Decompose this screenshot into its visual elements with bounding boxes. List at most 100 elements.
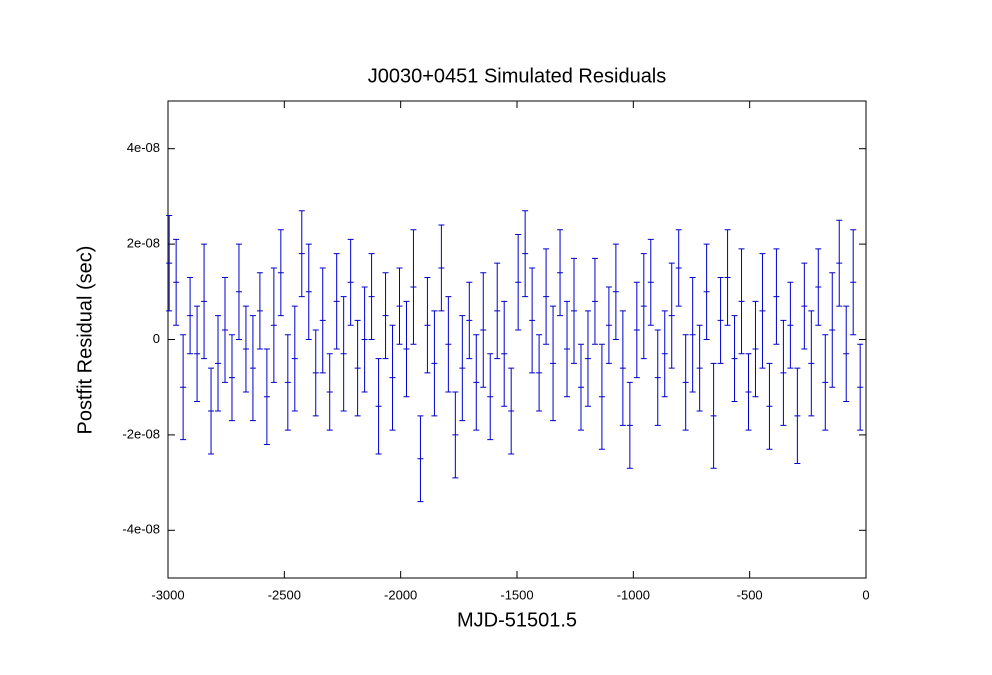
error-bar [396, 267, 403, 345]
x-axis-label: MJD-51501.5 [457, 609, 577, 631]
error-bar [291, 305, 298, 412]
x-tick-label: -3000 [151, 587, 184, 602]
error-bar [564, 300, 571, 398]
error-bar [445, 296, 452, 393]
error-bar [466, 281, 473, 360]
error-bar [836, 219, 843, 307]
error-bar [794, 367, 801, 465]
error-bar [815, 248, 822, 326]
x-tick-label: -1500 [500, 587, 533, 602]
error-bar [180, 334, 187, 441]
error-bar [508, 367, 515, 455]
error-bar [319, 267, 326, 374]
error-bar [647, 238, 654, 326]
error-bar [522, 210, 529, 298]
error-bar [215, 315, 222, 412]
error-bar [626, 381, 633, 469]
error-bar [598, 343, 605, 450]
error-bar [710, 362, 717, 469]
error-bar [361, 286, 368, 393]
error-bar [459, 315, 466, 422]
error-bar [591, 257, 598, 345]
error-bar [717, 276, 724, 364]
error-bar [256, 272, 263, 350]
error-bar [536, 334, 543, 412]
error-bar [543, 248, 550, 345]
error-bar [668, 262, 675, 369]
error-bar [354, 319, 361, 417]
y-tick-label: -2e-08 [122, 426, 160, 441]
error-bar [277, 229, 284, 317]
error-bar [403, 300, 410, 398]
error-bar [312, 329, 319, 417]
error-bar [675, 229, 682, 307]
error-bar [187, 276, 194, 355]
error-bar [738, 248, 745, 355]
error-bar [529, 267, 536, 374]
error-bar [773, 248, 780, 345]
error-bar [340, 296, 347, 412]
error-bar [166, 214, 173, 312]
y-tick-label: 4e-08 [127, 140, 160, 155]
error-bar [249, 315, 256, 422]
error-bar [270, 267, 277, 383]
plot-frame [167, 100, 867, 579]
error-bar [822, 334, 829, 431]
error-bar [850, 229, 857, 336]
error-bar [808, 310, 815, 417]
error-bar [682, 334, 689, 431]
error-bar [654, 329, 661, 426]
y-tick-label: -4e-08 [122, 522, 160, 537]
x-tick-label: -2000 [384, 587, 417, 602]
error-bar [284, 334, 291, 431]
error-bar [208, 367, 215, 455]
error-bar [829, 272, 836, 388]
error-bar [577, 343, 584, 431]
error-bar [752, 300, 759, 398]
error-bar [633, 281, 640, 379]
error-bar [612, 243, 619, 340]
error-bar [242, 305, 249, 393]
error-bar [298, 210, 305, 298]
error-bar [515, 234, 522, 331]
x-tick-label: -2500 [268, 587, 301, 602]
error-bar [731, 315, 738, 403]
error-bar [501, 300, 508, 407]
error-bar [375, 358, 382, 455]
error-bar [801, 262, 808, 350]
error-bar [194, 305, 201, 403]
error-bar [389, 324, 396, 431]
error-bar [605, 286, 612, 364]
error-bar [857, 343, 864, 431]
error-bar [417, 415, 424, 503]
error-bar [843, 305, 850, 403]
error-bar [689, 276, 696, 393]
error-bar [347, 238, 354, 326]
error-bar [305, 243, 312, 340]
y-axis-label: Postfit Residual (sec) [74, 246, 96, 435]
error-bar [696, 324, 703, 412]
error-bar [173, 238, 180, 326]
error-bar [480, 272, 487, 388]
error-bar [473, 334, 480, 431]
error-bar [452, 391, 459, 479]
y-tick-label: 0 [153, 331, 160, 346]
error-bar [571, 257, 578, 364]
x-tick-label: -1000 [617, 587, 650, 602]
error-bar [333, 253, 340, 350]
error-bar [703, 243, 710, 340]
error-bar [787, 281, 794, 369]
error-bar [368, 253, 375, 340]
error-bar [780, 319, 787, 426]
error-bar [759, 253, 766, 369]
error-bar [263, 348, 270, 445]
error-bar [382, 272, 389, 360]
error-bar [724, 229, 731, 326]
error-bar [201, 243, 208, 360]
x-tick-label: 0 [862, 587, 869, 602]
error-bar [619, 310, 626, 426]
error-bar [228, 334, 235, 422]
error-bar [494, 262, 501, 360]
